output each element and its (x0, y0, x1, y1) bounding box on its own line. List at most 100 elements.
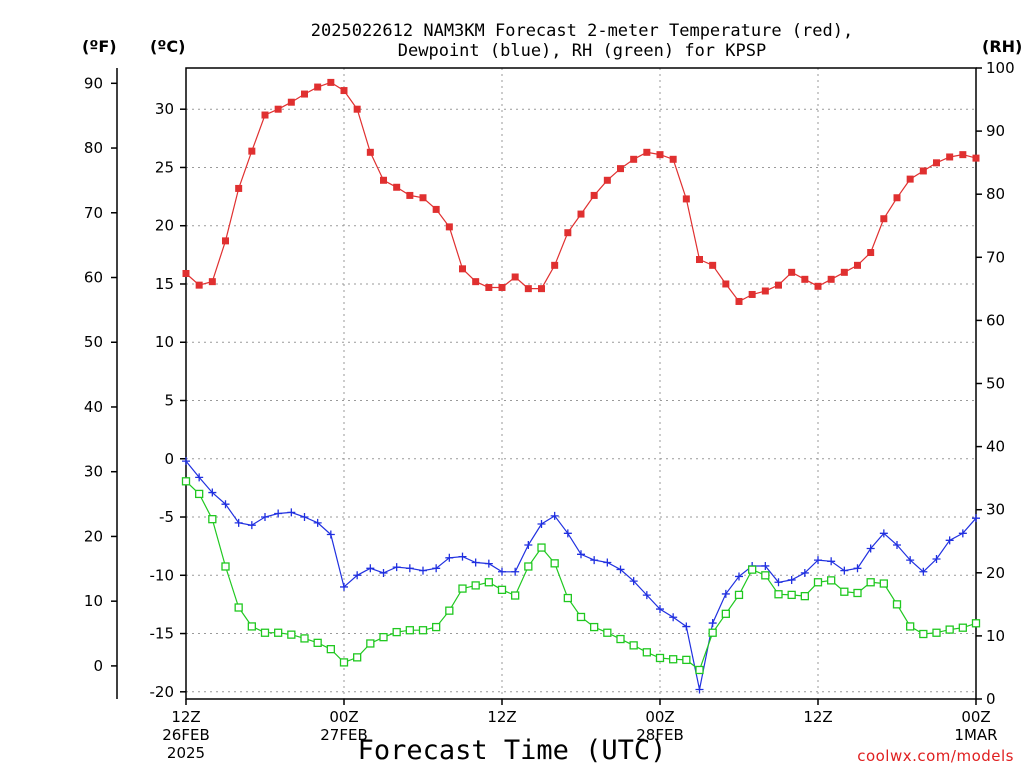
time-tick-label: 2025 (167, 744, 205, 762)
rh-tick-label: 100 (986, 59, 1015, 77)
dewpoint-point (669, 613, 678, 622)
rh-point (748, 565, 757, 574)
rh-point (919, 629, 928, 639)
rh-point (708, 628, 717, 637)
rh-tick-label: 40 (986, 438, 1005, 456)
dewpoint-point (313, 518, 322, 527)
dewpoint-point (326, 530, 335, 539)
rh-point (511, 591, 520, 600)
dewpoint-point (932, 554, 941, 563)
dewpoint-point (682, 622, 691, 631)
temperature-point (748, 290, 756, 298)
dewpoint-point (616, 565, 625, 574)
temperature-point (682, 195, 690, 203)
temperature-point (761, 287, 769, 295)
time-tick-label: 27FEB (320, 726, 367, 744)
temperature-point (603, 176, 611, 184)
rh-point (800, 591, 809, 601)
fahrenheit-tick-label: 90 (84, 74, 103, 92)
rh-point (300, 634, 309, 643)
temperature-point (827, 275, 835, 283)
rh-point (537, 543, 546, 552)
dewpoint-point (945, 536, 954, 545)
dewpoint-point (405, 564, 414, 573)
dewpoint-point (537, 520, 546, 529)
dewpoint-point (972, 514, 980, 523)
temperature-point (182, 269, 190, 277)
dewpoint-point (445, 553, 454, 562)
rh-tick-label: 70 (986, 248, 1005, 266)
dewpoint-point (642, 591, 651, 600)
dewpoint-point (827, 557, 836, 566)
dewpoint-point (840, 566, 849, 575)
rh-point (260, 628, 270, 637)
rh-point (945, 625, 954, 634)
fahrenheit-tick-label: 50 (84, 333, 103, 351)
rh-point (287, 630, 296, 639)
dewpoint-point (708, 619, 717, 628)
dewpoint-point (735, 572, 743, 581)
celsius-tick-label: 10 (155, 333, 174, 351)
temperature-point (222, 237, 229, 245)
dewpoint-point (603, 558, 612, 567)
temperature-point (432, 205, 440, 213)
rh-point (445, 606, 454, 615)
temperature-point (301, 90, 308, 98)
dewpoint-point (853, 564, 862, 573)
time-tick-label: 00Z (645, 708, 674, 726)
rh-point (326, 645, 335, 654)
temperature-point (261, 111, 269, 119)
dewpoint-point (379, 568, 388, 577)
rh-point (221, 562, 230, 571)
dewpoint-point (577, 550, 585, 559)
dewpoint-point (287, 508, 296, 517)
dewpoint-point (656, 605, 664, 614)
rh-point (313, 638, 322, 647)
fahrenheit-tick-label: 30 (84, 463, 103, 481)
temperature-point (564, 229, 572, 237)
celsius-tick-label: -10 (150, 566, 175, 584)
dewpoint-point (392, 563, 401, 572)
dewpoint-point (340, 582, 348, 591)
dewpoint-point (814, 556, 822, 565)
temperature-point (919, 167, 927, 175)
temperature-point (353, 105, 361, 113)
temperature-point (327, 78, 335, 86)
dewpoint-point (195, 473, 204, 482)
temperature-point (854, 261, 861, 269)
fahrenheit-unit-label: (ºF) (82, 37, 117, 56)
temperature-point (314, 83, 322, 91)
temperature-point (788, 268, 796, 276)
temperature-point (840, 268, 848, 276)
time-tick-label: 00Z (329, 708, 358, 726)
temperature-point (472, 278, 480, 286)
rh-point (892, 600, 902, 609)
dewpoint-point (761, 561, 770, 570)
dewpoint-point (458, 552, 467, 561)
temperature-point (235, 184, 243, 192)
rh-point (827, 576, 836, 585)
rh-point (208, 515, 217, 524)
celsius-unit-label: (ºC) (150, 37, 185, 56)
time-tick-label: 12Z (487, 708, 516, 726)
rh-point (524, 562, 533, 571)
temperature-point (577, 210, 585, 218)
rh-point (458, 584, 467, 593)
dewpoint-point (629, 577, 638, 586)
rh-point (879, 579, 888, 588)
rh-point (971, 619, 981, 628)
rh-tick-label: 20 (986, 564, 1005, 582)
temperature-point (406, 191, 414, 199)
rh-point (813, 578, 823, 587)
rh-point (787, 590, 796, 600)
rh-tick-label: 0 (986, 690, 996, 708)
x-axis-label: Forecast Time (UTC) (358, 735, 667, 766)
dewpoint-point (419, 566, 427, 575)
celsius-tick-label: -20 (150, 683, 175, 701)
temperature-point (393, 183, 401, 191)
time-tick-label: 12Z (171, 708, 200, 726)
rh-point (274, 628, 283, 637)
rh-point (550, 559, 559, 568)
temperature-point (274, 105, 282, 113)
rh-point (234, 603, 243, 612)
